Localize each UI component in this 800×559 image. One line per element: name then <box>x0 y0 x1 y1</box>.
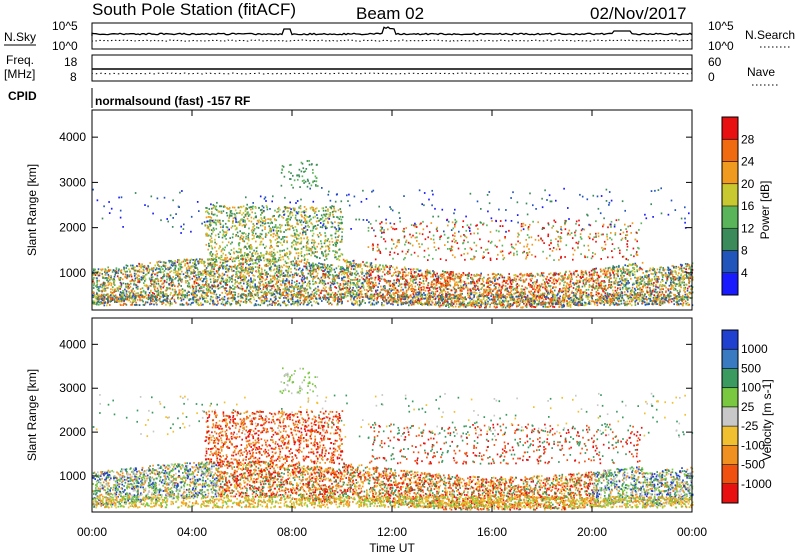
colorbar-swatch <box>722 484 738 504</box>
beam-title: Beam 02 <box>356 4 424 23</box>
x-tick-label: 00:00 <box>77 525 107 539</box>
y-tick-label: 4000 <box>59 337 86 351</box>
cpid-label: CPID <box>8 89 37 103</box>
colorbar-tick-label: 20 <box>741 177 755 191</box>
colorbar-tick-label: 100 <box>741 381 761 395</box>
colorbar-swatch <box>722 368 738 388</box>
x-tick-label: 16:00 <box>477 525 507 539</box>
colorbar-swatch <box>722 349 738 369</box>
x-tick-label: 04:00 <box>177 525 207 539</box>
power-colorbar: Power [dB] 4 8 12 16 20 24 28 <box>722 117 772 296</box>
colorbar-tick-label: -1000 <box>741 477 772 491</box>
colorbar-tick-label: 24 <box>741 155 755 169</box>
x-tick-label: 20:00 <box>577 525 607 539</box>
power-panel: 1000 2000 3000 4000 Slant Range [km] <box>25 110 694 310</box>
colorbar-tick-label: 1000 <box>741 342 768 356</box>
velocity-xlabel: Time UT <box>369 541 415 554</box>
velocity-ylabel: Slant Range [km] <box>25 369 39 461</box>
date-title: 02/Nov/2017 <box>590 4 686 23</box>
nave-tick-top: 60 <box>708 55 722 69</box>
nsky-tick-bottom: 10^0 <box>52 39 78 53</box>
nsearch-tick-top: 10^5 <box>708 19 734 33</box>
colorbar-swatch <box>722 426 738 446</box>
colorbar-swatch <box>722 388 738 408</box>
y-tick-label: 1000 <box>59 266 86 280</box>
nave-tick-bottom: 0 <box>708 70 715 84</box>
colorbar-tick-label: 12 <box>741 221 755 235</box>
x-tick-label: 12:00 <box>377 525 407 539</box>
colorbar-swatch <box>722 162 738 185</box>
colorbar-tick-label: 500 <box>741 361 761 375</box>
freq-tick-bottom: 8 <box>70 70 77 84</box>
radar-summary-plot: South Pole Station (fitACF) Beam 02 02/N… <box>0 0 800 554</box>
nsky-frame <box>92 23 692 49</box>
power-ylabel: Slant Range [km] <box>25 164 39 256</box>
nsearch-trace <box>92 40 692 41</box>
colorbar-tick-label: -100 <box>741 438 765 452</box>
colorbar-swatch <box>722 465 738 485</box>
colorbar-swatch <box>722 273 738 296</box>
nsky-label: N.Sky <box>4 30 36 44</box>
colorbar-tick-label: -500 <box>741 458 765 472</box>
nsky-trace <box>92 27 692 36</box>
cpid-text: normalsound (fast) -157 RF <box>95 94 250 108</box>
colorbar-swatch <box>722 407 738 427</box>
colorbar-swatch <box>722 330 738 350</box>
station-title: South Pole Station (fitACF) <box>92 0 296 19</box>
freq-strip: Freq. [MHz] 18 8 60 0 Nave <box>4 53 778 85</box>
freq-frame <box>92 55 692 81</box>
colorbar-tick-label: 28 <box>741 132 755 146</box>
colorbar-tick-label: 8 <box>741 244 748 258</box>
y-tick-label: 1000 <box>59 469 86 483</box>
colorbar-swatch <box>722 445 738 465</box>
nsearch-tick-bottom: 10^0 <box>708 39 734 53</box>
nsky-tick-top: 10^5 <box>52 19 78 33</box>
colorbar-swatch <box>722 251 738 274</box>
y-tick-label: 3000 <box>59 381 86 395</box>
colorbar-swatch <box>722 228 738 251</box>
colorbar-tick-label: 25 <box>741 400 755 414</box>
velocity-colorbar: Velocity [m s-1] -1000-500-100-252510050… <box>722 330 774 504</box>
freq-unit-label: [MHz] <box>4 67 35 81</box>
colorbar-swatch <box>722 117 738 140</box>
y-tick-label: 3000 <box>59 175 86 189</box>
nave-label: Nave <box>747 65 775 79</box>
freq-tick-top: 18 <box>64 55 78 69</box>
nave-trace <box>92 73 692 74</box>
x-tick-label: 08:00 <box>277 525 307 539</box>
colorbar-swatch <box>722 184 738 207</box>
nsearch-label: N.Search <box>745 28 795 42</box>
y-tick-label: 2000 <box>59 425 86 439</box>
y-tick-label: 4000 <box>59 130 86 144</box>
power-colorbar-label: Power [dB] <box>758 181 772 240</box>
freq-label: Freq. <box>6 53 34 67</box>
colorbar-swatch <box>722 206 738 229</box>
y-tick-label: 2000 <box>59 221 86 235</box>
colorbar-swatch <box>722 139 738 162</box>
x-tick-label: 00:00 <box>677 525 707 539</box>
nsky-strip: N.Sky 10^5 10^0 10^5 10^0 N.Search <box>4 19 795 53</box>
colorbar-tick-label: -25 <box>741 419 759 433</box>
colorbar-tick-label: 4 <box>741 266 748 280</box>
colorbar-tick-label: 16 <box>741 199 755 213</box>
